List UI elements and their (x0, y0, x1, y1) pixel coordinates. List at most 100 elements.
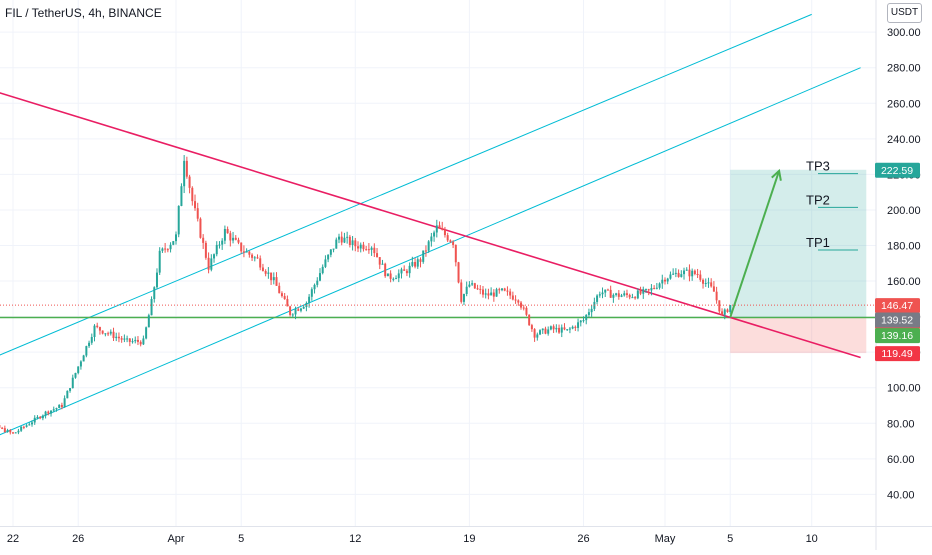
candle-down (257, 257, 259, 258)
candle-up (485, 293, 487, 294)
candle-up (7, 430, 9, 432)
candle-up (395, 278, 397, 279)
candle-down (449, 240, 451, 241)
candle-down (498, 289, 500, 290)
candle-down (354, 240, 356, 246)
candle-down (653, 288, 655, 289)
y-tick-label: 240.00 (887, 134, 921, 146)
candle-down (227, 229, 229, 233)
candle-up (74, 373, 76, 378)
candle-up (213, 254, 215, 258)
candle-up (585, 315, 587, 320)
candle-down (474, 283, 476, 288)
candle-up (300, 309, 302, 311)
candle-up (232, 238, 234, 241)
candle-down (202, 238, 204, 243)
candle-up (463, 294, 465, 302)
candle-down (420, 259, 422, 262)
candle-down (493, 293, 495, 297)
candle-up (381, 264, 383, 265)
candle-down (259, 258, 261, 267)
candle-up (642, 289, 644, 294)
candle-down (384, 264, 386, 276)
candle-down (235, 238, 237, 240)
candle-down (458, 262, 460, 282)
candle-up (172, 241, 174, 245)
candle-up (319, 273, 321, 281)
candle-up (311, 289, 313, 297)
candle-down (107, 333, 109, 334)
candle-down (664, 280, 666, 282)
candle-down (140, 342, 142, 344)
candle-up (680, 274, 682, 277)
candle-down (208, 258, 210, 270)
candle-up (156, 273, 158, 288)
candle-down (278, 286, 280, 293)
candle-up (352, 240, 354, 245)
candle-down (191, 188, 193, 201)
candle-down (406, 271, 408, 273)
y-tick-label: 100.00 (887, 383, 921, 395)
candle-up (496, 289, 498, 296)
candle-down (12, 432, 14, 433)
candle-up (691, 271, 693, 277)
take-profit-label: TP3 (806, 159, 830, 174)
currency-button[interactable]: USDT (887, 3, 922, 23)
candle-down (441, 228, 443, 229)
candle-up (15, 432, 17, 433)
candle-down (390, 273, 392, 278)
candle-down (718, 300, 720, 311)
candle-down (113, 332, 115, 338)
y-tick-label: 180.00 (887, 241, 921, 253)
candle-down (509, 291, 511, 295)
position-zones (730, 170, 866, 353)
candle-up (104, 333, 106, 334)
candle-down (186, 161, 188, 177)
take-profit-label: TP2 (806, 192, 830, 207)
candle-up (221, 241, 223, 245)
candle-down (240, 243, 242, 252)
candle-up (324, 259, 326, 266)
candle-up (566, 329, 568, 330)
candle-up (178, 206, 180, 234)
candle-down (341, 237, 343, 243)
candle-up (729, 305, 731, 312)
y-tick-label: 40.00 (887, 489, 915, 501)
candle-up (85, 346, 87, 355)
candle-down (164, 249, 166, 250)
candle-down (482, 290, 484, 295)
candle-up (210, 258, 212, 269)
candle-down (47, 412, 49, 414)
candle-up (659, 283, 661, 287)
candle-down (39, 417, 41, 418)
candle-up (31, 422, 33, 424)
candle-down (618, 293, 620, 297)
candle-down (531, 325, 533, 329)
candle-up (675, 273, 677, 274)
candle-down (558, 328, 560, 333)
candle-down (379, 257, 381, 265)
candle-down (289, 306, 291, 314)
candle-up (436, 225, 438, 232)
candle-up (148, 315, 150, 327)
x-tick-label: 10 (806, 533, 818, 545)
price-label: 222.59 (881, 165, 913, 177)
candle-up (672, 274, 674, 275)
candle-up (501, 289, 503, 291)
candle-up (20, 427, 22, 431)
candle-up (295, 309, 297, 314)
candle-up (316, 281, 318, 285)
candle-down (444, 230, 446, 235)
candle-down (4, 428, 6, 432)
x-tick-label: 26 (72, 533, 84, 545)
candle-up (246, 252, 248, 253)
candle-up (409, 266, 411, 273)
candle-down (167, 249, 169, 250)
candle-down (506, 291, 508, 292)
candle-up (596, 296, 598, 302)
candle-down (525, 308, 527, 315)
candle-down (607, 290, 609, 291)
candle-up (667, 279, 669, 282)
